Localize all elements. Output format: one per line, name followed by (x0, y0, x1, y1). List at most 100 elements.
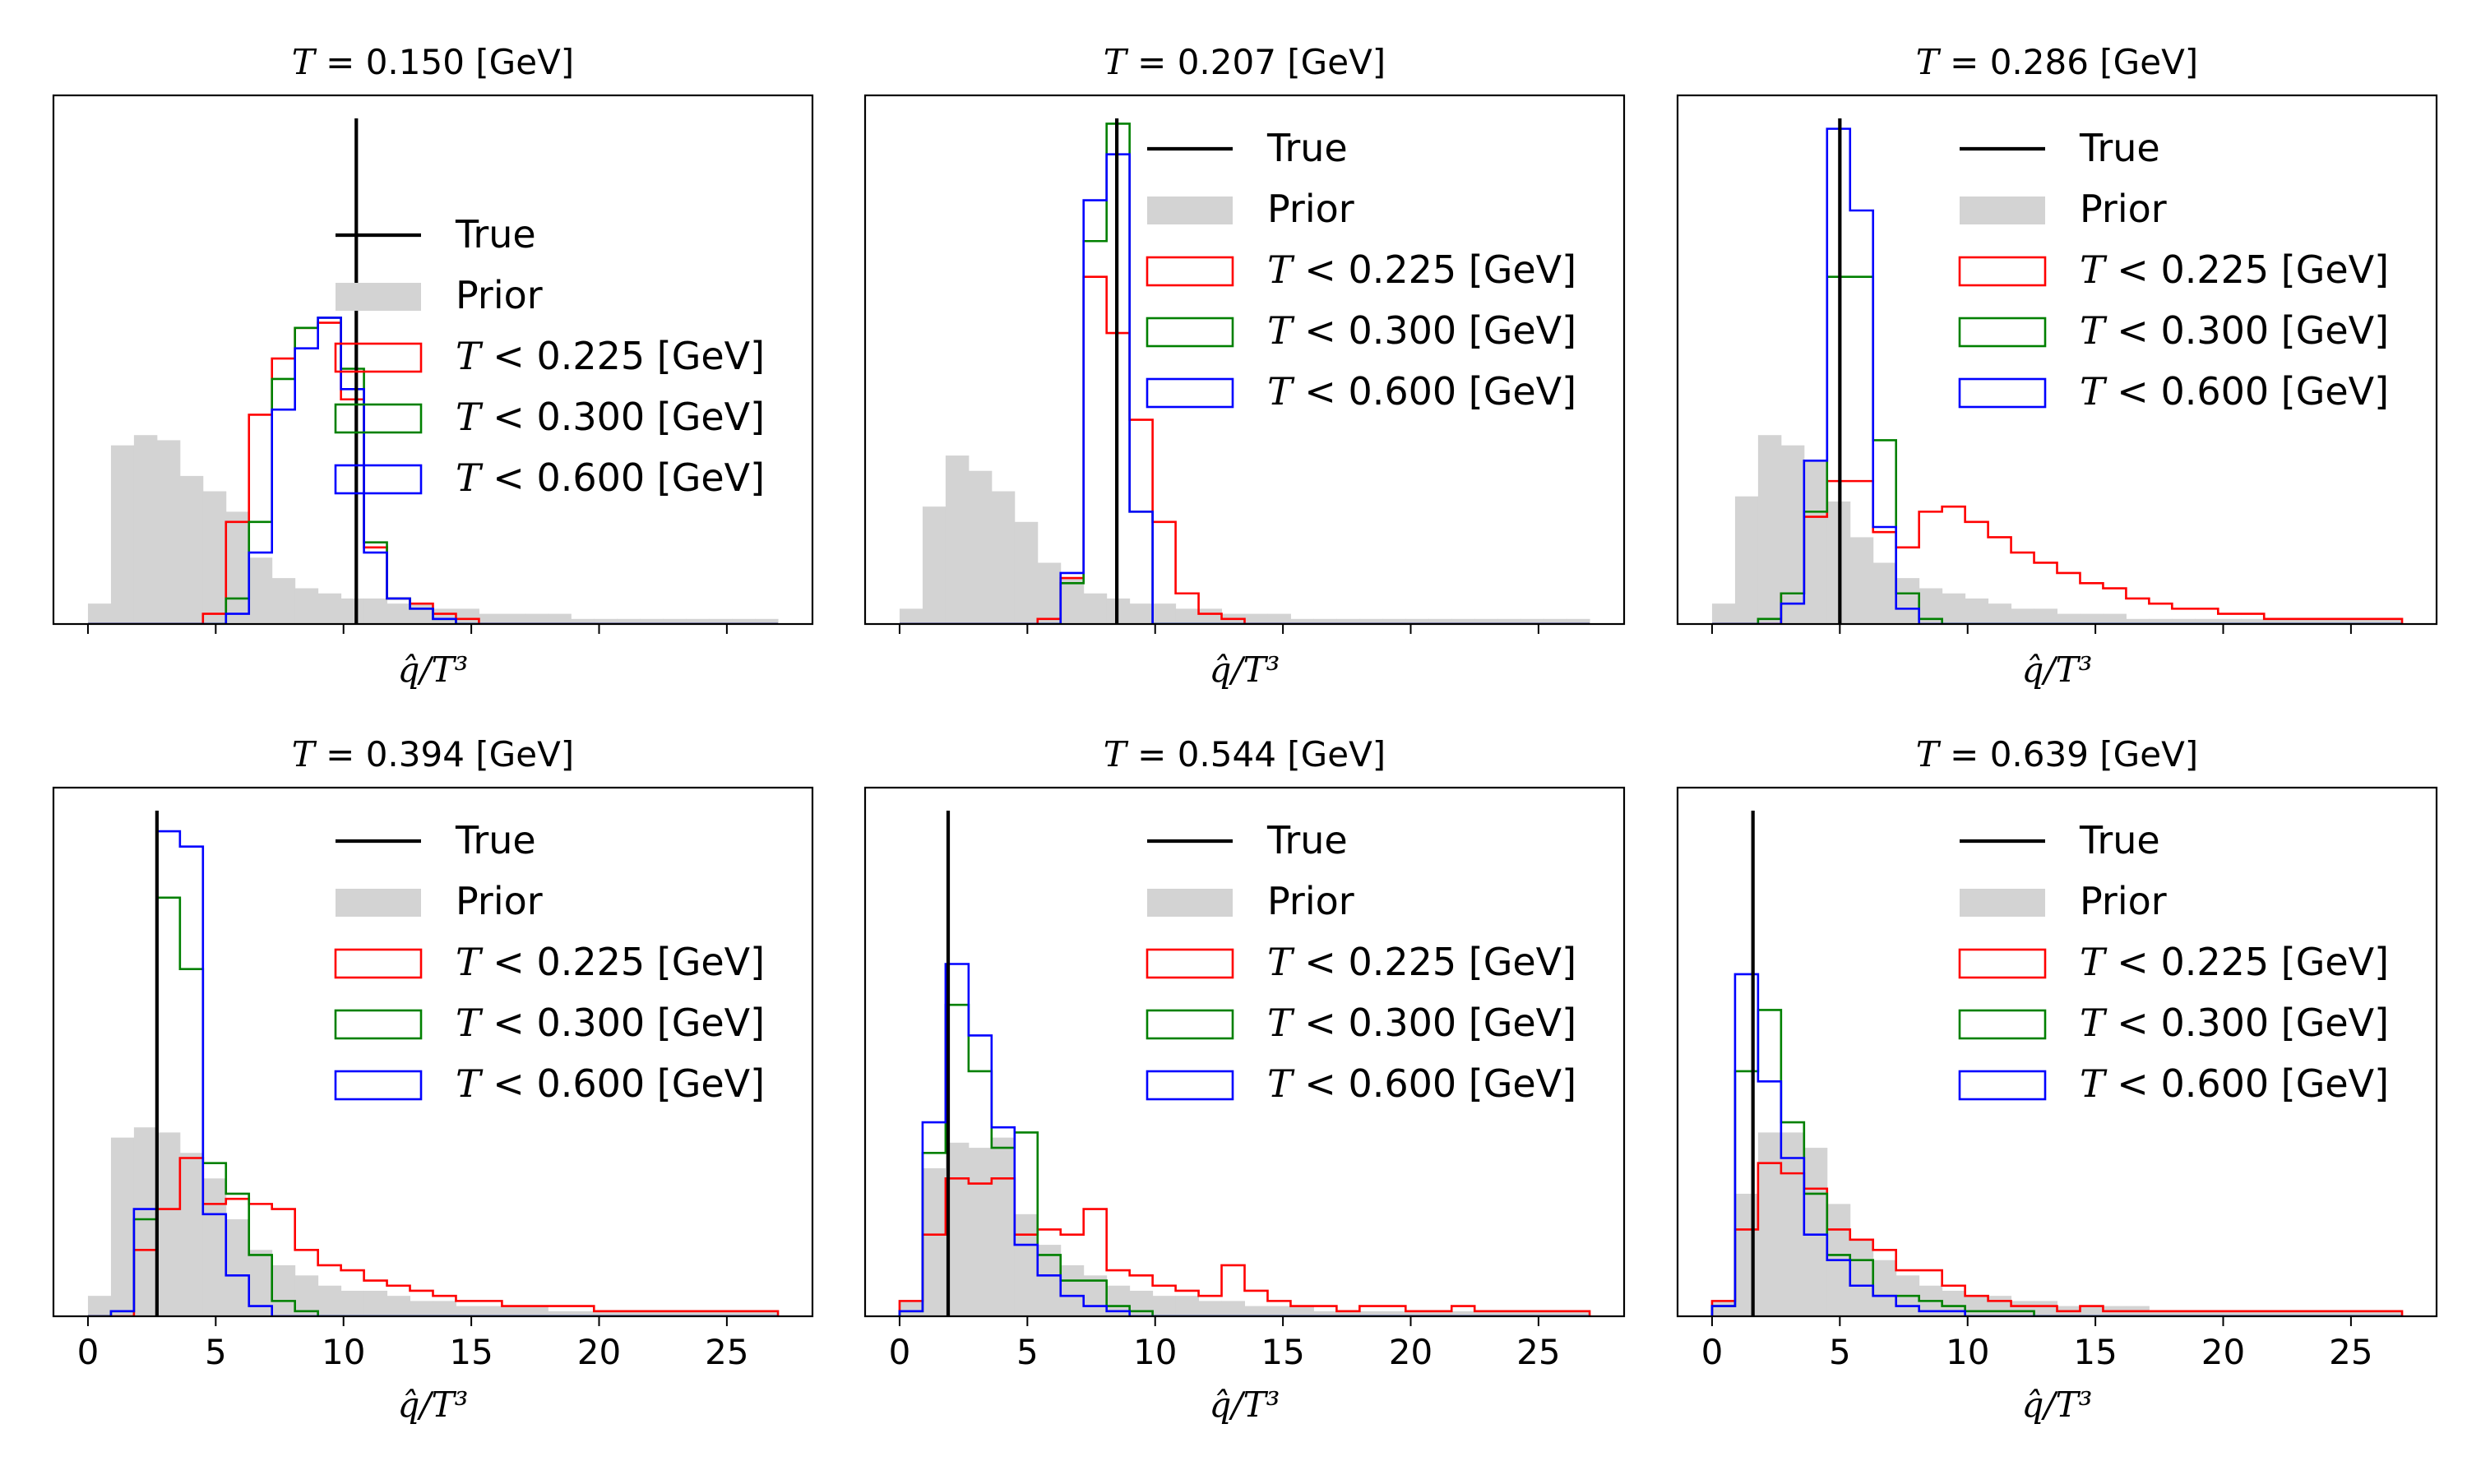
legend-t300-swatch (334, 1009, 423, 1040)
legend-t600-label: T < 0.600 [GeV] (2080, 1061, 2389, 1106)
prior-bar (1895, 578, 1920, 624)
prior-bar (2310, 618, 2334, 624)
prior-bar (179, 1153, 204, 1316)
legend: True Prior T < 0.225 [GeV] T < 0.300 [GeV] T… (1146, 126, 1576, 414)
x-axis-label: q̂/T³ (1210, 650, 1280, 690)
series-t300-step (898, 1003, 1590, 1316)
prior-bar (1497, 618, 1521, 624)
prior-bar (1544, 1311, 1567, 1316)
prior-bar (1428, 618, 1452, 624)
prior-bar (1734, 1193, 1759, 1316)
x-tick-label: 15 (449, 1332, 493, 1372)
axes-frame (863, 786, 1626, 1318)
legend-t600-label: T < 0.600 [GeV] (1267, 1061, 1576, 1106)
prior-bar (1129, 603, 1154, 624)
axes-frame (52, 786, 814, 1318)
series-t600-step (1711, 127, 2403, 624)
x-tick-label: 25 (2329, 1332, 2372, 1372)
prior-bar (2333, 618, 2357, 624)
prior-bar (899, 608, 923, 624)
prior-bar (922, 1167, 947, 1316)
prior-bar (1313, 1311, 1337, 1316)
x-tick-label: 20 (577, 1332, 621, 1372)
legend-true-label: True (1266, 126, 1348, 170)
prior-bar (1520, 618, 1544, 624)
prior-bar (433, 608, 456, 624)
prior-bar (433, 1301, 456, 1316)
legend-t225-label: T < 0.225 [GeV] (1267, 247, 1576, 292)
prior-bar (2034, 608, 2057, 624)
prior-bar (1803, 1148, 1828, 1316)
legend-prior-label: Prior (2080, 187, 2167, 231)
prior-bar (1803, 460, 1828, 624)
legend-t225-swatch (334, 948, 423, 979)
legend-prior-swatch (336, 283, 421, 311)
series-t600-step (898, 963, 1590, 1316)
prior-bar (87, 1296, 112, 1316)
prior-bar (179, 475, 204, 624)
prior-bar (1474, 1311, 1498, 1316)
prior-bar (1359, 618, 1383, 624)
prior-bar (1780, 445, 1805, 624)
prior-bar (2356, 1311, 2380, 1316)
prior-bar (317, 1285, 342, 1316)
prior-bar (663, 1311, 687, 1316)
prior-bar (2310, 1311, 2334, 1316)
prior-bar (2149, 1311, 2173, 1316)
legend-t300-swatch (1958, 317, 2047, 348)
prior-bar (945, 455, 970, 624)
subplot-title: T = 0.207 [GeV] (1104, 42, 1386, 82)
prior-bar (1711, 603, 1736, 624)
prior-bar (968, 1148, 993, 1316)
legend-true-label: True (455, 212, 536, 257)
x-tick-label: 5 (1829, 1332, 1851, 1372)
prior-bar (1083, 593, 1108, 624)
prior-bar (156, 440, 181, 624)
prior-bar (294, 1275, 319, 1316)
prior-bar (2241, 1311, 2265, 1316)
prior-bar (709, 1311, 733, 1316)
prior-bar (1037, 562, 1062, 624)
legend-prior-swatch (1960, 196, 2045, 224)
prior-bar (1198, 608, 1223, 624)
prior-bar (225, 511, 250, 624)
prior-bar (1872, 562, 1897, 624)
series-t225-step (898, 1177, 1591, 1316)
plot-area (1710, 811, 2404, 1316)
prior-bar (1014, 1214, 1039, 1316)
prior-bar (1405, 618, 1429, 624)
x-tick-label: 25 (1516, 1332, 1560, 1372)
prior-bar (1567, 1311, 1590, 1316)
legend-t600-swatch (1958, 377, 2047, 409)
prior-bar (133, 435, 158, 624)
prior-bar (2172, 1311, 2196, 1316)
x-axis-label: q̂/T³ (398, 1385, 469, 1425)
prior-bar (991, 1137, 1016, 1316)
prior-histogram (899, 1137, 1590, 1316)
prior-bar (1313, 618, 1337, 624)
x-tick-label: 20 (2201, 1332, 2245, 1372)
prior-bar (2195, 1311, 2219, 1316)
prior-bar (2011, 608, 2035, 624)
prior-bar (2011, 1301, 2035, 1316)
prior-bar (1942, 593, 1966, 624)
prior-bar (571, 618, 595, 624)
prior-bar (456, 1306, 479, 1316)
legend-prior-label: Prior (1267, 187, 1354, 231)
prior-bar (2126, 618, 2150, 624)
prior-bar (410, 1301, 433, 1316)
prior-bar (1359, 1311, 1383, 1316)
legend-prior-label: Prior (2080, 879, 2167, 923)
legend-t300-swatch (1146, 1009, 1234, 1040)
prior-bar (1942, 1290, 1966, 1316)
legend-t600-label: T < 0.600 [GeV] (456, 455, 765, 500)
prior-bar (2149, 618, 2173, 624)
subplot-title: T = 0.286 [GeV] (1916, 42, 2198, 82)
x-tick-label: 20 (1389, 1332, 1433, 1372)
prior-bar (1060, 1264, 1085, 1316)
legend-prior-label: Prior (456, 879, 543, 923)
prior-bar (548, 613, 572, 624)
prior-bar (1175, 608, 1200, 624)
prior-bar (2080, 613, 2104, 624)
legend: True Prior T < 0.225 [GeV] T < 0.300 [GeV] T… (334, 818, 765, 1106)
